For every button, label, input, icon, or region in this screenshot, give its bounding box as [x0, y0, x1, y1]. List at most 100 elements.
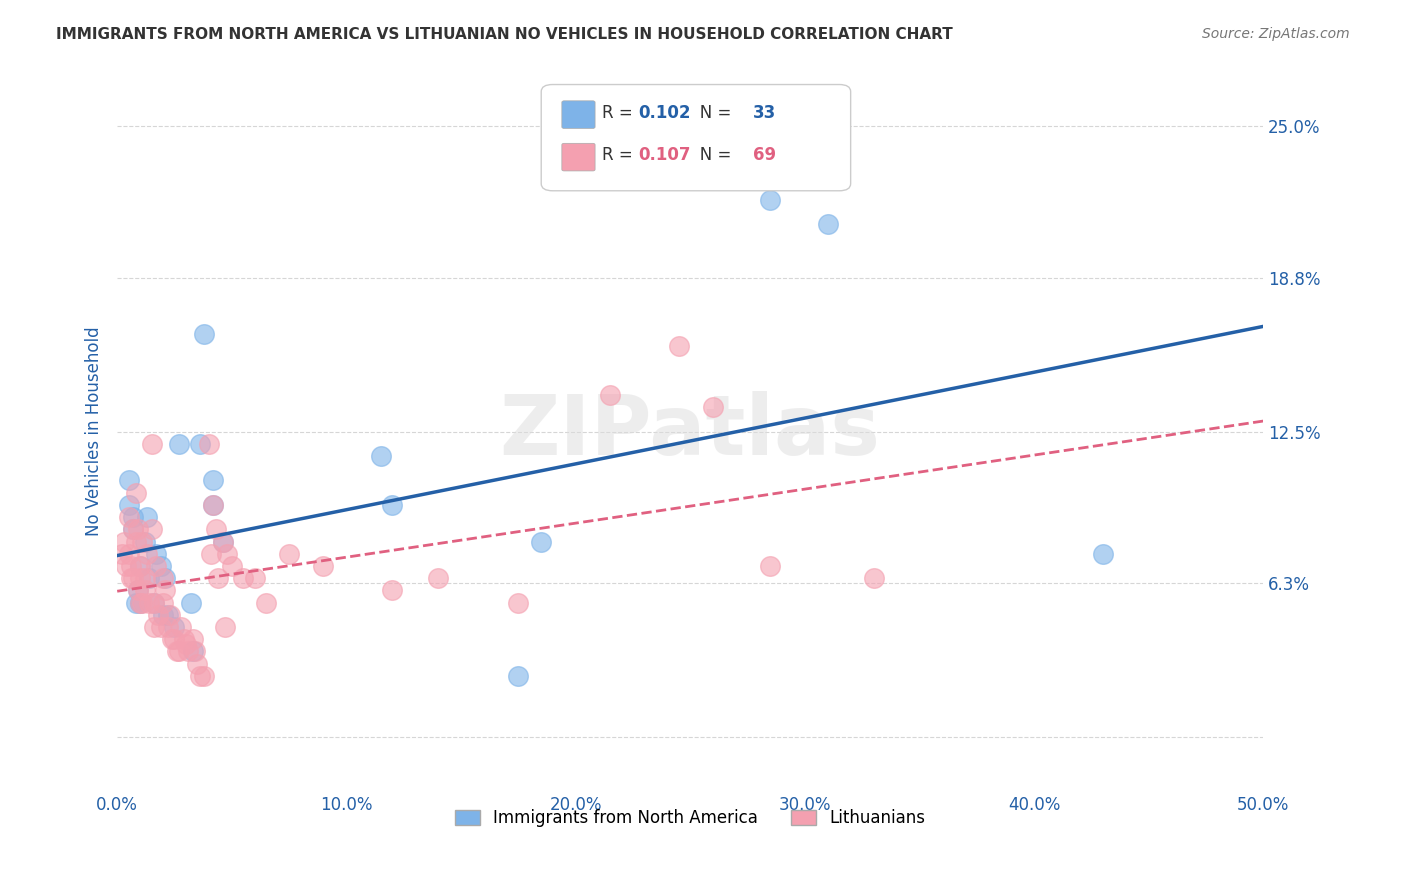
Point — [118, 547, 141, 561]
Point — [141, 437, 163, 451]
Point — [112, 534, 135, 549]
Point — [127, 583, 149, 598]
Point — [134, 571, 156, 585]
Point — [118, 498, 141, 512]
Text: N =: N = — [685, 103, 737, 122]
Point — [530, 534, 553, 549]
Point — [111, 547, 134, 561]
Text: 33: 33 — [754, 103, 776, 122]
Point — [141, 522, 163, 536]
Point — [129, 558, 152, 573]
Point — [817, 217, 839, 231]
Point — [370, 449, 392, 463]
FancyBboxPatch shape — [562, 144, 595, 171]
Point — [184, 644, 207, 658]
Point — [155, 583, 177, 598]
Point — [668, 339, 690, 353]
Point — [159, 607, 181, 622]
Point — [115, 558, 138, 573]
Point — [312, 558, 335, 573]
Legend: Immigrants from North America, Lithuanians: Immigrants from North America, Lithuania… — [449, 803, 932, 834]
Y-axis label: No Vehicles in Household: No Vehicles in Household — [86, 326, 103, 536]
Point — [129, 571, 152, 585]
Point — [759, 558, 782, 573]
Point — [129, 596, 152, 610]
Point — [254, 596, 277, 610]
Point — [122, 571, 145, 585]
Point — [138, 596, 160, 610]
FancyBboxPatch shape — [541, 85, 851, 191]
Point — [152, 571, 174, 585]
Point — [174, 637, 197, 651]
Point — [127, 522, 149, 536]
Point — [204, 522, 226, 536]
Point — [202, 498, 225, 512]
FancyBboxPatch shape — [562, 101, 595, 128]
Text: Source: ZipAtlas.com: Source: ZipAtlas.com — [1202, 27, 1350, 41]
Point — [214, 620, 236, 634]
Text: 69: 69 — [754, 146, 776, 164]
Point — [186, 657, 208, 671]
Point — [163, 620, 186, 634]
Point — [142, 620, 165, 634]
Point — [202, 498, 225, 512]
Point — [138, 571, 160, 585]
Point — [181, 644, 204, 658]
Point — [145, 547, 167, 561]
Point — [211, 534, 233, 549]
Text: ZIPatlas: ZIPatlas — [499, 391, 880, 472]
Point — [243, 571, 266, 585]
Point — [508, 669, 530, 683]
Point — [142, 596, 165, 610]
Point — [198, 437, 221, 451]
Point — [381, 583, 404, 598]
Point — [207, 571, 229, 585]
Point — [167, 437, 190, 451]
Point — [156, 607, 179, 622]
Point — [217, 547, 239, 561]
Point — [131, 596, 153, 610]
Point — [427, 571, 450, 585]
Point — [149, 558, 172, 573]
Point — [155, 571, 177, 585]
Point — [211, 534, 233, 549]
Point — [145, 558, 167, 573]
Text: R =: R = — [602, 146, 638, 164]
Point — [118, 474, 141, 488]
Point — [134, 583, 156, 598]
Point — [177, 644, 200, 658]
Point — [166, 644, 188, 658]
Point — [149, 620, 172, 634]
Point — [163, 632, 186, 647]
Point — [170, 620, 193, 634]
Text: IMMIGRANTS FROM NORTH AMERICA VS LITHUANIAN NO VEHICLES IN HOUSEHOLD CORRELATION: IMMIGRANTS FROM NORTH AMERICA VS LITHUAN… — [56, 27, 953, 42]
Point — [202, 474, 225, 488]
Point — [173, 632, 195, 647]
Point — [193, 669, 215, 683]
Point — [129, 558, 152, 573]
Point — [118, 510, 141, 524]
Point — [136, 547, 159, 561]
Point — [759, 193, 782, 207]
Point — [160, 632, 183, 647]
Point — [120, 571, 142, 585]
Text: N =: N = — [685, 146, 737, 164]
Point — [200, 547, 222, 561]
Point — [127, 583, 149, 598]
Point — [148, 607, 170, 622]
Point — [152, 596, 174, 610]
Text: 0.102: 0.102 — [638, 103, 692, 122]
Point — [508, 596, 530, 610]
Text: R =: R = — [602, 103, 638, 122]
Point — [124, 596, 146, 610]
Point — [167, 644, 190, 658]
Point — [232, 571, 254, 585]
Point — [122, 522, 145, 536]
Point — [120, 558, 142, 573]
Point — [122, 522, 145, 536]
Point — [131, 534, 153, 549]
Point — [862, 571, 884, 585]
Point — [124, 534, 146, 549]
Point — [124, 485, 146, 500]
Point — [156, 620, 179, 634]
